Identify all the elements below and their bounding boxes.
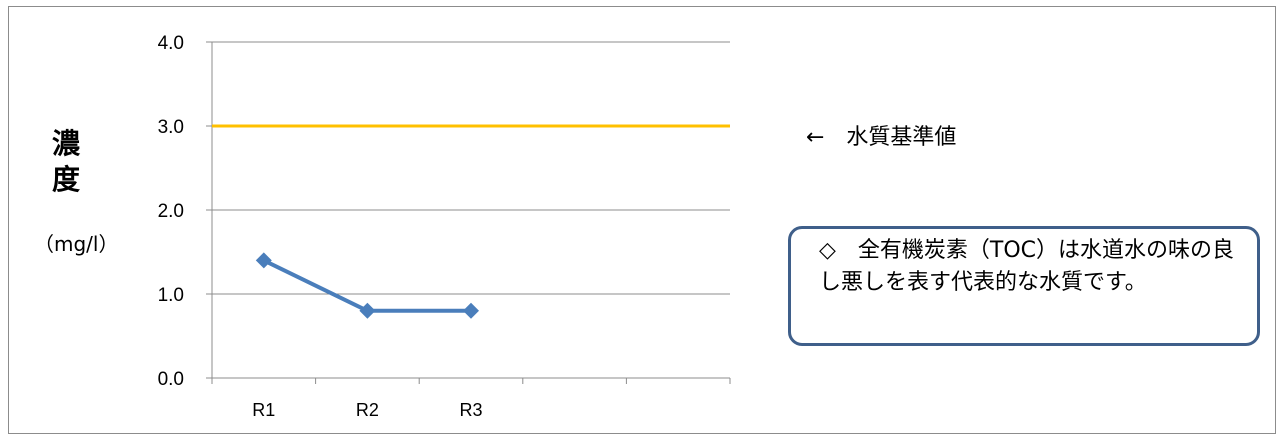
data-point-marker (255, 252, 272, 269)
x-tick-label: R3 (459, 400, 482, 420)
toc-note-text: ◇ 全有機炭素（TOC）は水道水の味の良し悪しを表す代表的な水質です。 (819, 238, 1235, 295)
y-tick-label: 1.0 (158, 285, 184, 306)
y-tick-label: 0.0 (158, 369, 184, 390)
y-axis-label: 濃 度 (46, 126, 86, 198)
x-tick-label: R1 (252, 400, 275, 420)
data-point-marker (463, 302, 479, 319)
standard-value-label: ← 水質基準値 (806, 125, 957, 150)
y-tick-label: 2.0 (158, 201, 184, 222)
y-axis-label-char: 濃 (51, 127, 80, 160)
chart-frame (8, 6, 1276, 434)
x-tick-label: R2 (356, 400, 379, 420)
y-tick-label: 3.0 (158, 117, 184, 138)
data-point-marker (359, 302, 376, 319)
y-tick-label: 4.0 (158, 33, 184, 54)
y-axis-label-char: 度 (51, 163, 80, 196)
toc-note-callout: ◇ 全有機炭素（TOC）は水道水の味の良し悪しを表す代表的な水質です。 (788, 226, 1260, 346)
y-axis-unit: （mg/l） (34, 232, 119, 256)
